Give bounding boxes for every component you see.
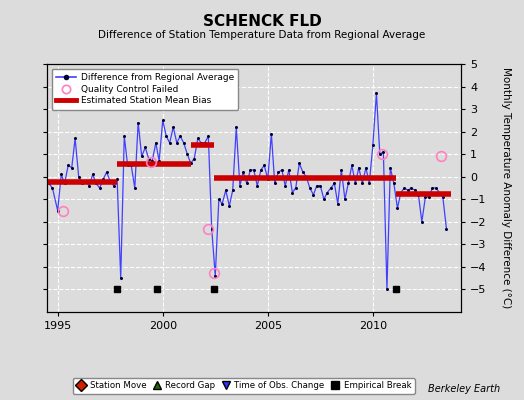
Legend: Station Move, Record Gap, Time of Obs. Change, Empirical Break: Station Move, Record Gap, Time of Obs. C… xyxy=(73,378,414,394)
Text: Difference of Station Temperature Data from Regional Average: Difference of Station Temperature Data f… xyxy=(99,30,425,40)
Y-axis label: Monthly Temperature Anomaly Difference (°C): Monthly Temperature Anomaly Difference (… xyxy=(500,67,510,309)
Text: SCHENCK FLD: SCHENCK FLD xyxy=(203,14,321,29)
Text: Berkeley Earth: Berkeley Earth xyxy=(428,384,500,394)
Legend: Difference from Regional Average, Quality Control Failed, Estimated Station Mean: Difference from Regional Average, Qualit… xyxy=(52,68,238,110)
